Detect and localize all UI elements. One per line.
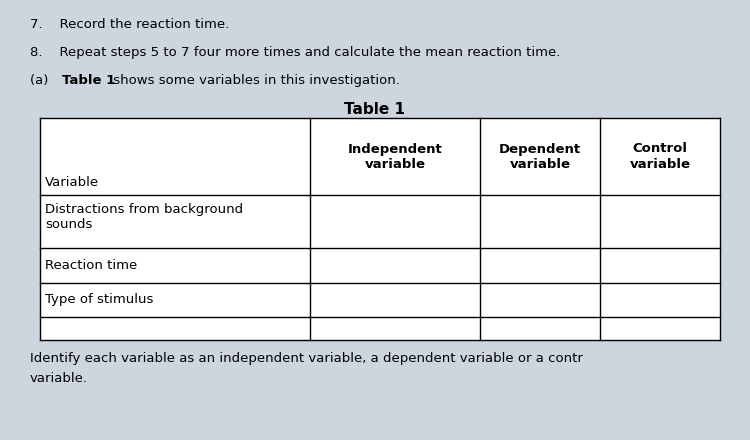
- Text: Table 1: Table 1: [344, 102, 406, 117]
- Text: Distractions from background
sounds: Distractions from background sounds: [45, 203, 243, 231]
- Text: Reaction time: Reaction time: [45, 259, 137, 272]
- Text: Identify each variable as an independent variable, a dependent variable or a con: Identify each variable as an independent…: [30, 352, 583, 365]
- Text: Variable: Variable: [45, 176, 99, 189]
- Text: Table 1: Table 1: [62, 74, 116, 87]
- Text: 7.    Record the reaction time.: 7. Record the reaction time.: [30, 18, 230, 31]
- FancyBboxPatch shape: [40, 118, 720, 340]
- Text: Type of stimulus: Type of stimulus: [45, 293, 153, 307]
- Text: Dependent
variable: Dependent variable: [499, 143, 581, 170]
- Text: variable.: variable.: [30, 372, 88, 385]
- Text: shows some variables in this investigation.: shows some variables in this investigati…: [109, 74, 400, 87]
- Text: (a): (a): [30, 74, 57, 87]
- Text: Control
variable: Control variable: [629, 143, 691, 170]
- Text: 8.    Repeat steps 5 to 7 four more times and calculate the mean reaction time.: 8. Repeat steps 5 to 7 four more times a…: [30, 46, 560, 59]
- Text: Independent
variable: Independent variable: [347, 143, 442, 170]
